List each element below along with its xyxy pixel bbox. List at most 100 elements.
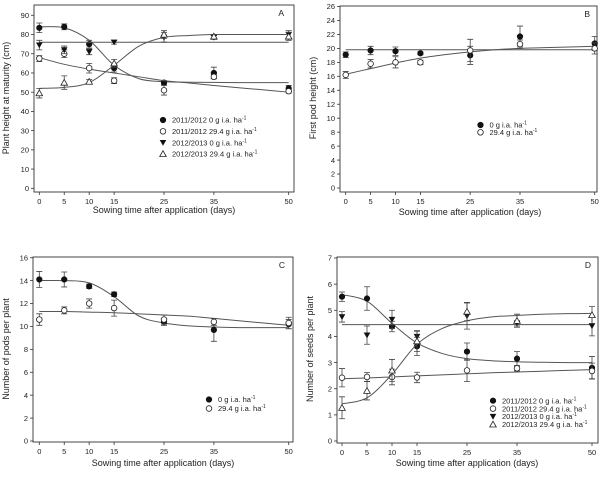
data-point: [367, 47, 374, 54]
data-point: [160, 316, 168, 323]
panel-label: C: [279, 260, 285, 270]
legend-item: 2011/2012 0 g i.a. ha-1: [489, 396, 577, 405]
y-tick-label: 6: [24, 368, 28, 377]
y-axis-label: First pod height (cm): [308, 57, 318, 140]
y-tick-label: 24: [327, 16, 335, 25]
plot-frame: [339, 5, 598, 193]
data-point: [463, 307, 471, 315]
series-open-circle: [36, 298, 292, 330]
y-tick-label: 80: [21, 30, 29, 39]
y-tick-label: 12: [20, 299, 28, 308]
legend-label-text: 0 g i.a. ha: [218, 395, 252, 404]
legend-item: 2012/2013 0 g i.a. ha-1: [489, 412, 577, 421]
legend-marker: [477, 129, 484, 136]
y-tick-label: 20: [21, 146, 29, 155]
y-tick-label: 2: [24, 414, 28, 423]
legend-item: 0 g i.a. ha-1: [477, 121, 528, 130]
x-tick-label: 10: [388, 448, 396, 457]
legend-label: 2011/2012 0 g i.a. ha-1: [172, 116, 247, 125]
legend-label: 2012/2013 0 g i.a. ha-1: [172, 138, 247, 147]
legend-label-superscript: -1: [253, 150, 258, 156]
legend-item: 29.4 g i.a. ha-1: [477, 128, 538, 137]
series-open-circle: [342, 38, 598, 79]
x-tick-label: 35: [513, 448, 521, 457]
x-axis-label: Sowing time after application (days): [93, 205, 236, 215]
data-point: [591, 45, 598, 52]
x-axis-label: Sowing time after application (days): [92, 458, 235, 468]
legend-label: 2012/2013 29.4 g i.a. ha-1: [172, 150, 258, 159]
x-tick-label: 5: [62, 197, 66, 206]
y-tick-label: 90: [21, 11, 29, 20]
y-tick-label: 10: [327, 114, 335, 123]
legend-marker: [159, 128, 167, 135]
x-tick-label: 15: [416, 197, 424, 206]
legend-label: 29.4 g i.a. ha-1: [490, 128, 538, 137]
data-point: [588, 310, 596, 318]
data-point: [342, 71, 349, 79]
legend-item: 29.4 g i.a. ha-1: [205, 404, 266, 413]
legend-label-superscript: -1: [242, 138, 247, 144]
data-point: [513, 355, 521, 362]
y-tick-label: 0: [25, 184, 29, 193]
plot-frame: [336, 256, 599, 444]
x-tick-label: 10: [85, 447, 93, 456]
y-tick-label: 40: [21, 107, 29, 116]
legend-label-text: 2012/2013 0 g i.a. ha: [172, 138, 243, 147]
legend-label-superscript: -1: [583, 420, 588, 426]
data-point: [388, 316, 396, 323]
data-point: [61, 276, 68, 283]
legend-label-text: 2012/2013 0 g i.a. ha: [502, 412, 573, 421]
data-point: [110, 59, 119, 67]
x-tick-label: 0: [37, 447, 41, 456]
legend-item: 2012/2013 29.4 g i.a. ha-1: [159, 150, 258, 159]
data-point: [388, 366, 396, 374]
x-axis-label: Sowing time after application (days): [399, 207, 542, 217]
y-tick-label: 3: [328, 358, 332, 367]
data-point: [36, 55, 43, 62]
legend-label: 0 g i.a. ha-1: [218, 395, 256, 404]
y-tick-label: 0: [331, 184, 335, 193]
data-point: [367, 60, 374, 67]
data-point: [36, 276, 43, 283]
data-point: [417, 50, 424, 57]
y-tick-label: 70: [21, 49, 29, 58]
data-point: [36, 24, 43, 31]
data-point: [36, 42, 43, 49]
legend-label-superscript: -1: [261, 404, 266, 410]
x-tick-label: 0: [340, 448, 344, 457]
series-open-circle: [36, 49, 292, 96]
data-point: [463, 367, 471, 374]
data-point: [363, 386, 371, 394]
legend-label-superscript: -1: [572, 412, 577, 418]
y-tick-label: 0: [24, 437, 28, 446]
data-point: [285, 319, 292, 327]
data-point: [160, 30, 168, 38]
data-point: [110, 77, 118, 84]
x-tick-label: 25: [463, 448, 471, 457]
legend-item: 2011/2012 0 g i.a. ha-1: [159, 116, 247, 125]
y-tick-label: 4: [328, 332, 332, 341]
legend-item: 2012/2013 29.4 g i.a. ha-1: [489, 420, 588, 429]
data-point: [363, 373, 371, 381]
data-point: [285, 88, 292, 95]
data-point: [417, 59, 424, 66]
legend-label-text: 29.4 g i.a. ha: [218, 404, 262, 413]
data-point: [209, 32, 218, 40]
data-point: [85, 300, 93, 307]
data-point: [160, 87, 168, 94]
legend-label: 0 g i.a. ha-1: [490, 121, 528, 130]
legend-label-text: 2011/2012 29.4 g i.a. ha: [502, 404, 583, 413]
legend-label: 2011/2012 29.4 g i.a. ha-1: [172, 127, 257, 136]
legend-label: 2012/2013 0 g i.a. ha-1: [502, 412, 577, 421]
legend-marker: [205, 396, 213, 403]
data-point: [338, 403, 346, 411]
data-point: [413, 337, 421, 345]
x-tick-label: 25: [160, 447, 168, 456]
x-tick-label: 50: [591, 197, 599, 206]
legend-label-superscript: -1: [582, 404, 587, 410]
series-filled-circle: [36, 271, 292, 342]
y-tick-label: 16: [327, 72, 335, 81]
y-tick-label: 10: [20, 322, 28, 331]
x-tick-label: 15: [413, 448, 421, 457]
